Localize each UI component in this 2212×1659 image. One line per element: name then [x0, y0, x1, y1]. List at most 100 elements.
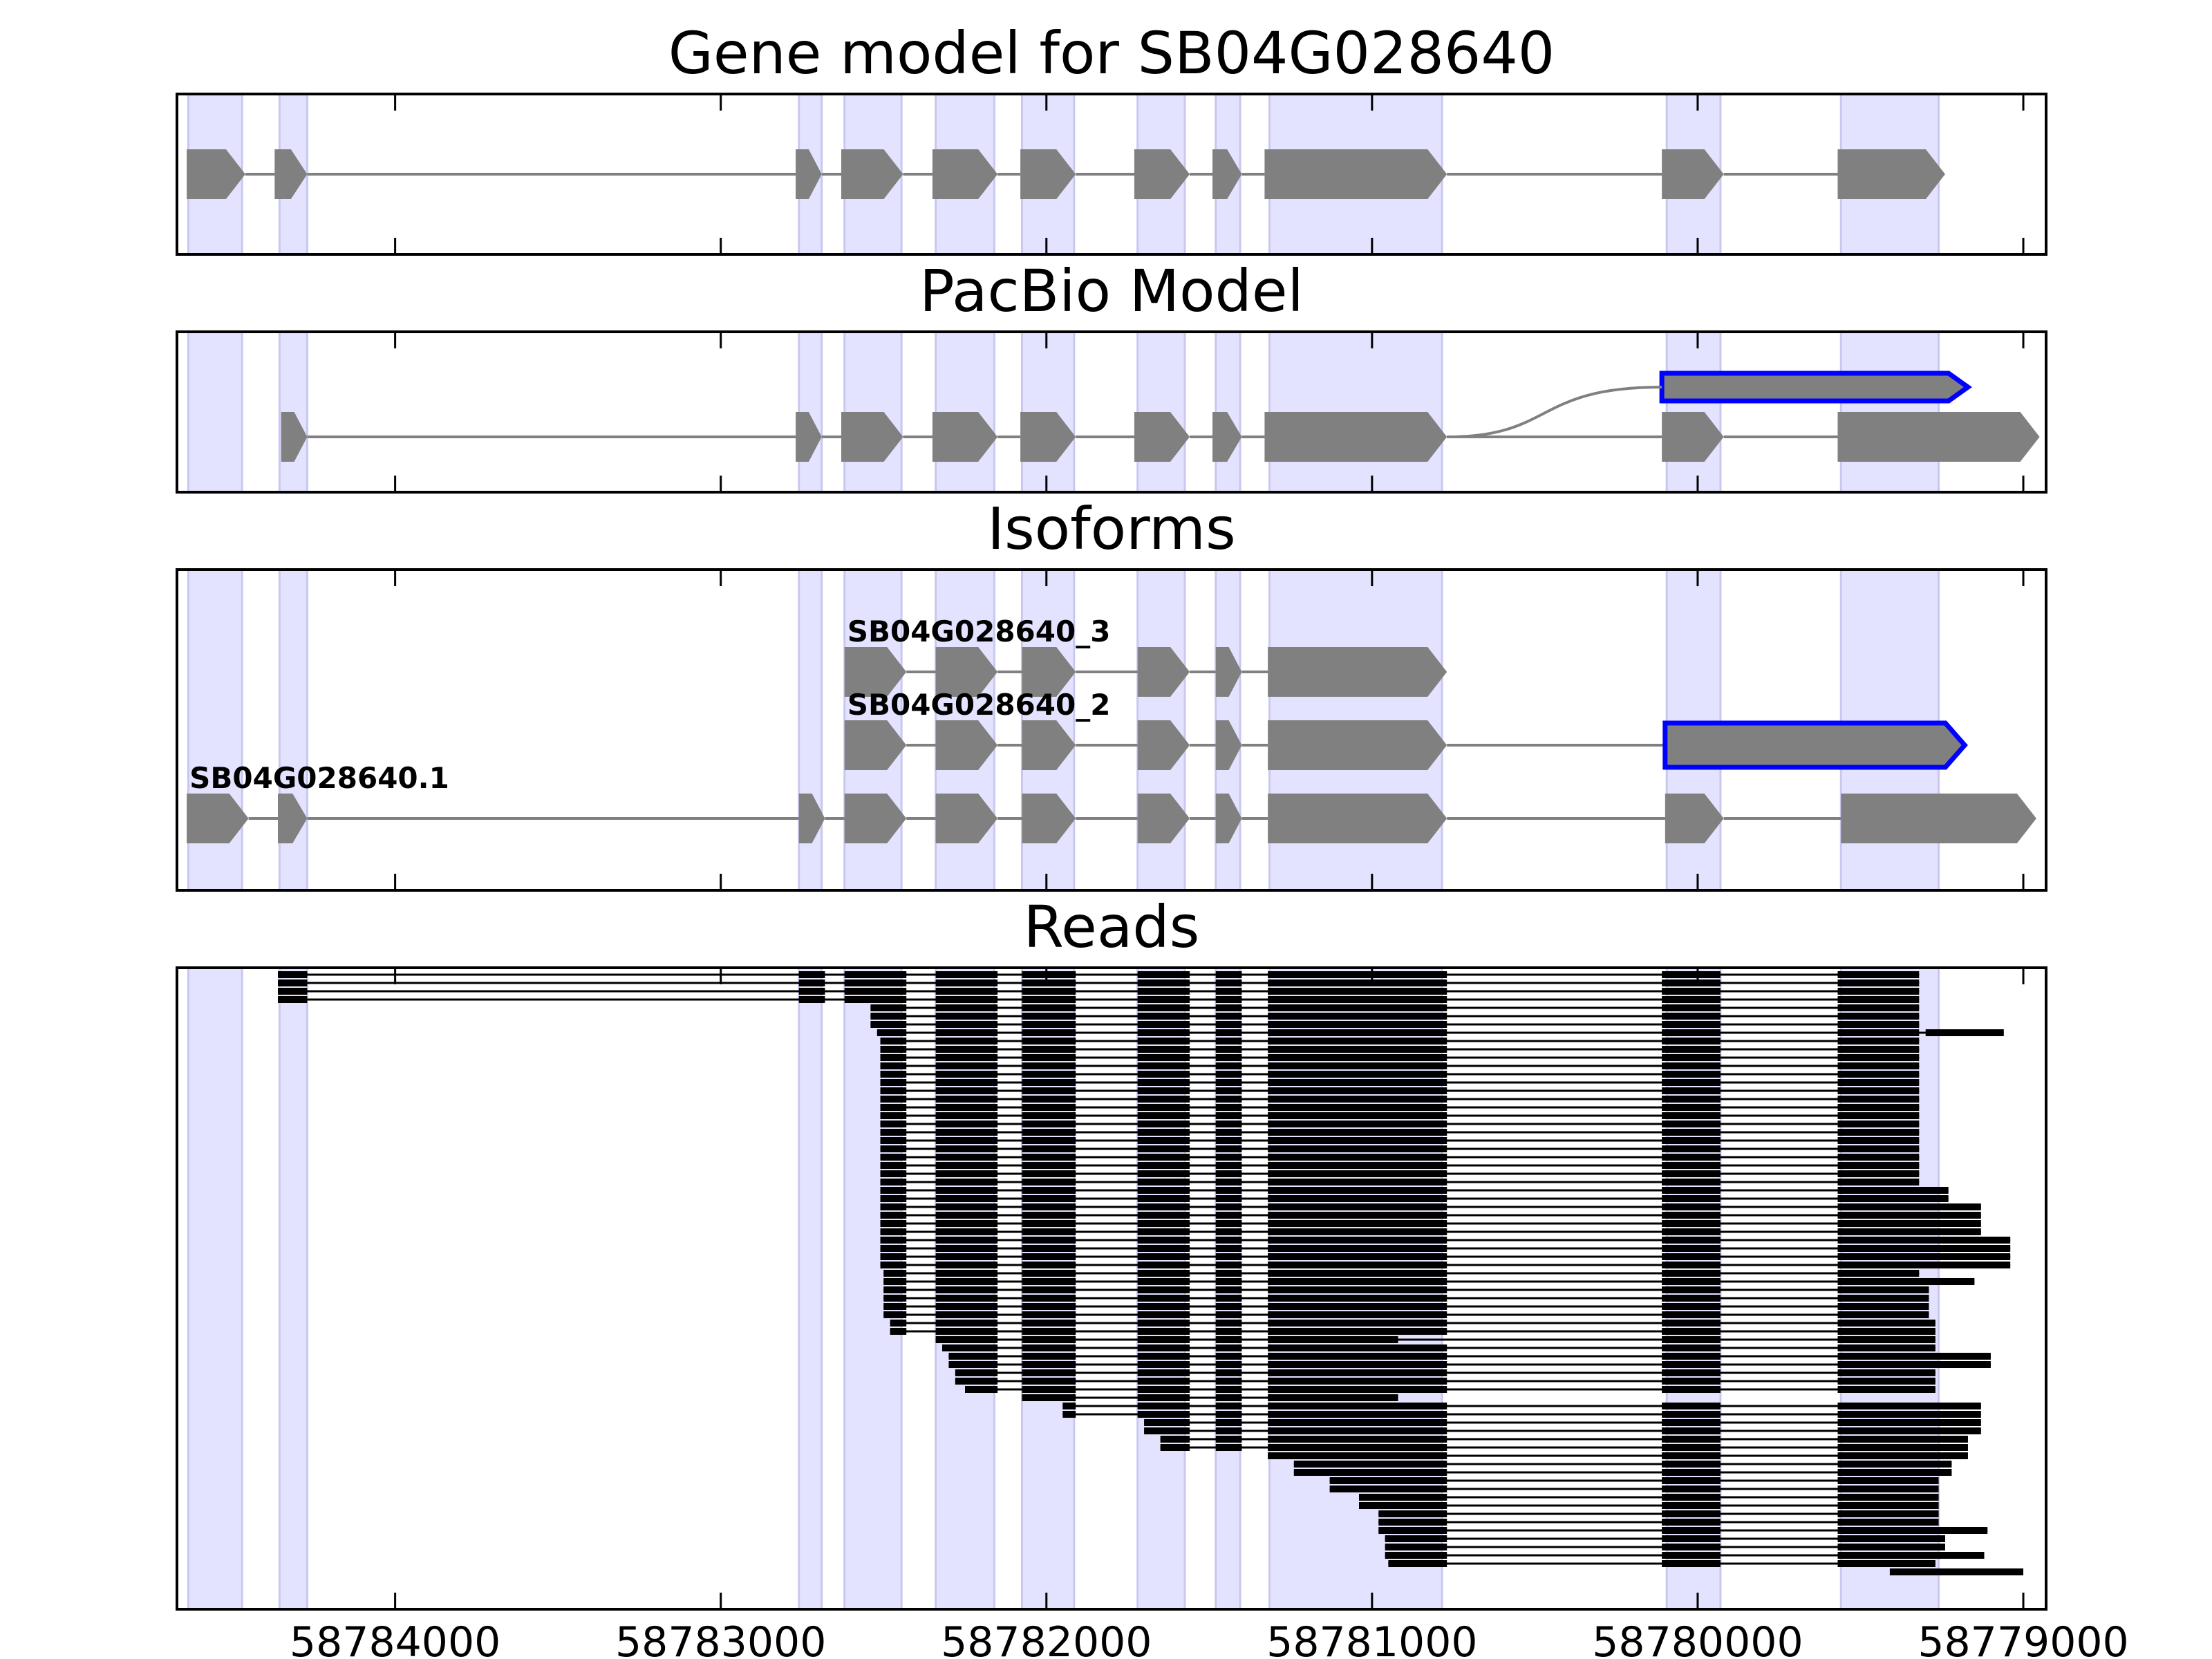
read-block [1022, 1170, 1076, 1177]
read-block [1268, 1394, 1398, 1401]
read-block [935, 1253, 998, 1260]
read-block [880, 1129, 907, 1136]
read-block [1215, 1328, 1242, 1335]
read-block [1837, 1054, 1920, 1061]
read-block [1215, 1195, 1242, 1202]
read-block [935, 1170, 998, 1177]
read-block [1215, 1137, 1242, 1144]
exon [1841, 794, 2036, 843]
read-block [1137, 1378, 1190, 1385]
read-block [1837, 1552, 1985, 1559]
read-block [1837, 1444, 1968, 1451]
read-block [844, 988, 907, 995]
read-block [1837, 980, 1920, 986]
exon [1268, 794, 1447, 843]
read-block [1137, 996, 1190, 1003]
exon [1215, 720, 1242, 770]
read-block [1137, 1278, 1190, 1285]
exon-band [187, 966, 243, 1611]
read-block [1268, 1286, 1447, 1293]
exon [274, 149, 308, 199]
read-block [1662, 1519, 1721, 1526]
read-block [935, 1295, 998, 1302]
read-block [1137, 1154, 1190, 1161]
read-block [798, 996, 825, 1003]
exon [1268, 647, 1447, 697]
read-block [1837, 1212, 1981, 1219]
read-block [955, 1369, 998, 1376]
read-block [1388, 1560, 1447, 1567]
read-block [1662, 1154, 1721, 1161]
x-tick-label: 58782000 [941, 1618, 1152, 1659]
exon [935, 720, 998, 770]
read-block [1137, 1087, 1190, 1094]
read-block [1268, 1079, 1447, 1086]
read-block [1268, 1071, 1447, 1078]
exon [798, 794, 825, 843]
read-block [1215, 1096, 1242, 1103]
read-block [1662, 980, 1721, 986]
read-block [1662, 1187, 1721, 1194]
panel-frame [176, 93, 2047, 256]
read-block [1837, 1344, 1936, 1351]
read-block [1022, 1328, 1076, 1335]
read-block [798, 980, 825, 986]
x-tick-label: 58779000 [1918, 1618, 2128, 1659]
read-block [1329, 1477, 1447, 1484]
read-block [1137, 1403, 1190, 1409]
exon [935, 647, 998, 697]
read-block [1137, 1228, 1190, 1235]
exon [281, 412, 308, 462]
read-block [1268, 1253, 1447, 1260]
read-block [1268, 1311, 1447, 1318]
read-block [1022, 1369, 1076, 1376]
read-block [1662, 1419, 1721, 1426]
read-block [1662, 1286, 1721, 1293]
read-block [1215, 1295, 1242, 1302]
read-block [1022, 1203, 1076, 1210]
read-block [935, 1328, 998, 1335]
read-block [1137, 1286, 1190, 1293]
read-block [1662, 1245, 1721, 1252]
read-block [1837, 1021, 1920, 1028]
read-block [1268, 1013, 1447, 1020]
read-block [935, 1195, 998, 1202]
read-block [1837, 1411, 1981, 1418]
read-block [1022, 1228, 1076, 1235]
read-block [1022, 1245, 1076, 1252]
read-block [1215, 1087, 1242, 1094]
read-block [935, 1121, 998, 1127]
read-block [1215, 1336, 1242, 1343]
read-block [935, 1154, 998, 1161]
read-block [1137, 1320, 1190, 1327]
read-block [1662, 1295, 1721, 1302]
read-block [1662, 1444, 1721, 1451]
read-block [1837, 1427, 1981, 1434]
read-block [1022, 1137, 1076, 1144]
read-block [1662, 1353, 1721, 1360]
exon [1837, 412, 2040, 462]
read-block [1215, 1203, 1242, 1210]
read-block [1837, 1062, 1920, 1069]
read-block [1662, 1328, 1721, 1335]
read-block [1215, 1278, 1242, 1285]
read-block [1268, 1096, 1447, 1103]
read-block [880, 1046, 907, 1053]
exon-band [278, 966, 308, 1611]
exon [935, 794, 998, 843]
read-block [1268, 1336, 1398, 1343]
exon [1264, 412, 1447, 462]
read-block [1837, 1452, 1968, 1459]
read-block [1022, 1062, 1076, 1069]
read-block [880, 1054, 907, 1061]
read-block [880, 1212, 907, 1219]
read-block [1837, 1029, 1920, 1036]
read-block [1022, 1212, 1076, 1219]
read-block [1137, 1029, 1190, 1036]
read-block [1137, 1162, 1190, 1169]
read-block [1837, 1502, 1939, 1509]
read-block [965, 1386, 998, 1393]
read-block [1137, 1129, 1190, 1136]
read-block [1137, 1361, 1190, 1368]
read-block [1268, 1179, 1447, 1185]
